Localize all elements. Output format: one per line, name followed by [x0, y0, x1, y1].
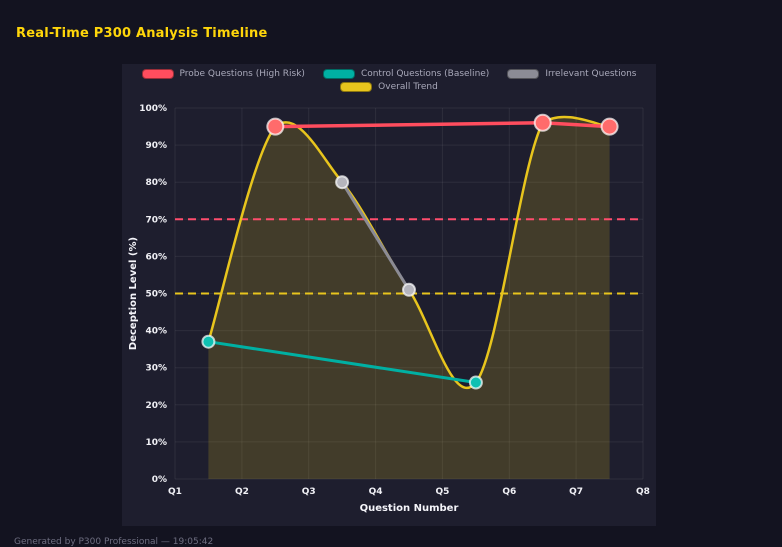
data-point[interactable]	[468, 375, 483, 390]
x-tick-label: Q6	[502, 487, 516, 497]
legend-label: Irrelevant Questions	[545, 69, 637, 79]
y-tick-label: 20%	[145, 401, 167, 411]
page-title: Real-Time P300 Analysis Timeline	[16, 26, 268, 41]
y-tick-label: 0%	[152, 475, 167, 485]
x-tick-label: Q1	[168, 487, 182, 497]
y-axis-title: Deception Level (%)	[128, 237, 139, 350]
data-point[interactable]	[335, 175, 350, 190]
chart-legend: Probe Questions (High Risk) Control Quest…	[122, 69, 656, 92]
y-tick-label: 80%	[145, 178, 167, 188]
series-line	[340, 180, 411, 292]
legend-swatch	[322, 69, 355, 79]
legend-row: Probe Questions (High Risk) Control Quest…	[141, 69, 636, 79]
y-tick-label: 60%	[145, 252, 167, 262]
y-tick-label: 50%	[145, 290, 167, 300]
x-tick-label: Q7	[569, 487, 583, 497]
legend-label: Control Questions (Baseline)	[360, 69, 490, 79]
legend-item[interactable]: Overall Trend	[340, 82, 438, 92]
y-tick-label: 100%	[139, 104, 167, 114]
data-point[interactable]	[600, 117, 619, 136]
x-tick-label: Q2	[235, 487, 249, 497]
timeline-chart: 0% 10% 20% 30% 40% 50% 60% 70% 80% 90% 100% Q1 Q2 Q3 Q…	[128, 104, 650, 514]
data-point[interactable]	[266, 117, 285, 136]
y-tick-label: 40%	[145, 327, 167, 337]
data-point[interactable]	[533, 113, 552, 132]
legend-item[interactable]: Probe Questions (High Risk)	[141, 69, 305, 79]
data-point[interactable]	[402, 282, 416, 297]
x-axis-title: Question Number	[360, 503, 459, 514]
legend-row: Overall Trend	[340, 82, 438, 92]
trend-area	[208, 116, 610, 480]
legend-swatch	[141, 69, 174, 79]
legend-item[interactable]: Irrelevant Questions	[507, 69, 636, 79]
y-tick-label: 90%	[145, 141, 167, 151]
legend-item[interactable]: Control Questions (Baseline)	[322, 69, 490, 79]
legend-swatch	[507, 69, 540, 79]
series-line	[206, 340, 478, 384]
x-tick-label: Q3	[302, 487, 316, 497]
y-tick-label: 30%	[145, 364, 167, 374]
x-tick-label: Q5	[435, 487, 449, 497]
y-tick-label: 70%	[145, 215, 167, 225]
x-tick-label: Q4	[369, 487, 383, 497]
x-tick-label: Q8	[636, 487, 650, 497]
data-point[interactable]	[201, 334, 216, 349]
legend-label: Probe Questions (High Risk)	[179, 69, 305, 79]
legend-label: Overall Trend	[378, 82, 438, 92]
chart-panel: Probe Questions (High Risk) Control Quest…	[122, 64, 656, 526]
legend-swatch	[340, 82, 373, 92]
y-tick-label: 10%	[145, 438, 167, 448]
footer-note: Generated by P300 Professional — 19:05:4…	[14, 537, 214, 547]
